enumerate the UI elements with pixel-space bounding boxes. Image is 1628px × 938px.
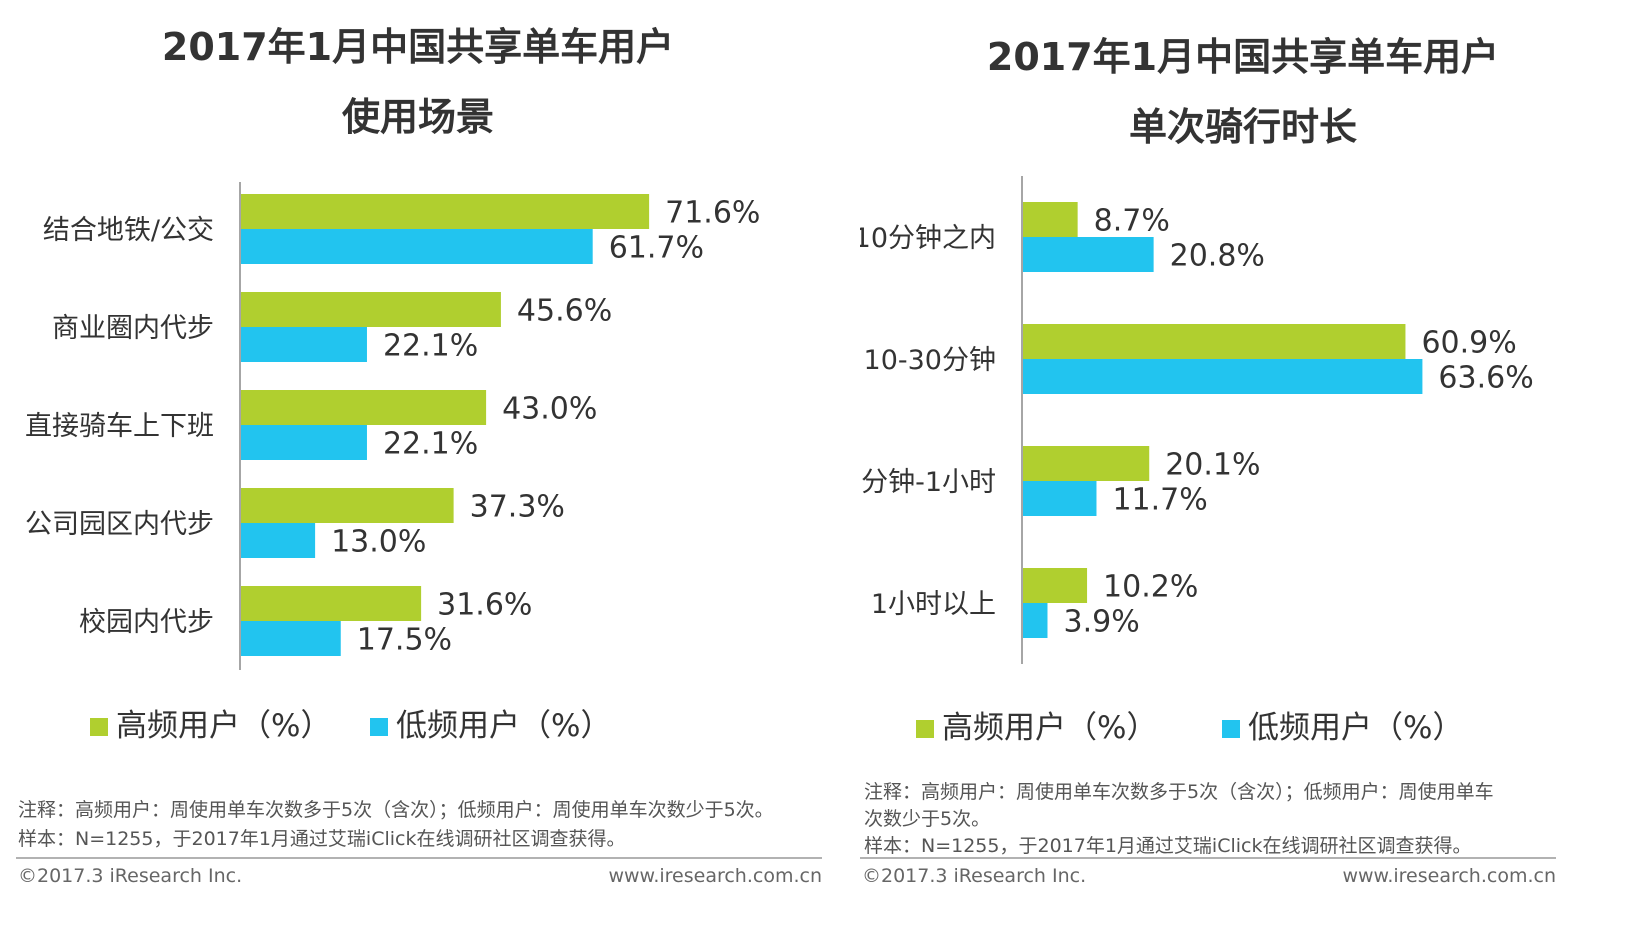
- legend-swatch-high-frequency: [916, 720, 934, 738]
- data-label-low-frequency: 22.1%: [383, 427, 478, 462]
- category-label: 1小时以上: [871, 589, 996, 620]
- chart-note: 注释：高频用户：周使用单车次数多于5次（含次）；低频用户：周使用单车: [864, 781, 1494, 803]
- data-label-high-frequency: 8.7%: [1094, 204, 1170, 239]
- bar-low-frequency: [1023, 481, 1097, 516]
- bar-low-frequency: [1023, 603, 1048, 638]
- chart-title-line-2: 使用场景: [342, 95, 494, 139]
- bar-low-frequency: [241, 327, 367, 362]
- bar-high-frequency: [1023, 446, 1150, 481]
- data-label-high-frequency: 31.6%: [437, 588, 532, 623]
- category-label: 10分钟之内: [860, 223, 996, 254]
- bar-low-frequency: [241, 523, 316, 558]
- chart-panel-ride-duration: 2017年1月中国共享单车用户 单次骑行时长 10分钟之内 8.7% 20.8% 10-3…: [827, 0, 1628, 934]
- data-label-low-frequency: 3.9%: [1063, 605, 1139, 640]
- chart-note: 样本：N=1255，于2017年1月通过艾瑞iClick在线调研社区调查获得。: [18, 828, 625, 850]
- bar-high-frequency: [1023, 202, 1078, 237]
- chart-title-line-2: 单次骑行时长: [1129, 105, 1357, 149]
- bar-high-frequency: [241, 194, 650, 229]
- copyright-text: ©2017.3 iResearch Inc.: [18, 865, 242, 887]
- data-label-high-frequency: 37.3%: [470, 490, 565, 525]
- category-label: 10-30分钟: [864, 345, 996, 376]
- legend-label-low-frequency: 低频用户（%）: [396, 708, 611, 744]
- bar-high-frequency: [241, 390, 487, 425]
- legend-swatch-low-frequency: [1222, 720, 1240, 738]
- data-label-high-frequency: 60.9%: [1421, 326, 1516, 361]
- bar-high-frequency: [241, 586, 422, 621]
- website-text: www.iresearch.com.cn: [608, 865, 822, 887]
- data-label-high-frequency: 20.1%: [1165, 448, 1260, 483]
- data-label-low-frequency: 13.0%: [331, 525, 426, 560]
- legend-swatch-low-frequency: [370, 718, 388, 736]
- bar-low-frequency: [241, 425, 367, 460]
- legend-label-high-frequency: 高频用户（%）: [942, 710, 1157, 746]
- chart-note: 注释：高频用户：周使用单车次数多于5次（含次）；低频用户：周使用单车次数少于5次…: [18, 799, 774, 821]
- bar-high-frequency: [241, 488, 454, 523]
- category-label: 校园内代步: [79, 607, 214, 638]
- category-label: 结合地铁/公交: [43, 215, 214, 246]
- chart-note: 次数少于5次。: [864, 808, 990, 830]
- legend-label-high-frequency: 高频用户（%）: [116, 708, 331, 744]
- data-label-low-frequency: 61.7%: [609, 231, 704, 266]
- legend-swatch-high-frequency: [90, 718, 108, 736]
- bar-low-frequency: [241, 621, 341, 656]
- category-label: 30分钟-1小时: [860, 467, 996, 498]
- data-label-low-frequency: 63.6%: [1438, 361, 1533, 396]
- bar-low-frequency: [1023, 237, 1154, 272]
- data-label-low-frequency: 11.7%: [1112, 483, 1207, 518]
- category-label: 公司园区内代步: [25, 509, 214, 540]
- data-label-high-frequency: 71.6%: [665, 196, 760, 231]
- website-text: www.iresearch.com.cn: [1342, 865, 1556, 887]
- category-label: 直接骑车上下班: [25, 411, 214, 442]
- data-label-high-frequency: 43.0%: [502, 392, 597, 427]
- data-label-low-frequency: 22.1%: [383, 329, 478, 364]
- bar-low-frequency: [1023, 359, 1423, 394]
- bar-high-frequency: [1023, 568, 1088, 603]
- data-label-high-frequency: 45.6%: [517, 294, 612, 329]
- bar-low-frequency: [241, 229, 593, 264]
- data-label-low-frequency: 17.5%: [357, 623, 452, 658]
- bar-high-frequency: [241, 292, 501, 327]
- chart-note: 样本：N=1255，于2017年1月通过艾瑞iClick在线调研社区调查获得。: [864, 835, 1471, 857]
- bar-high-frequency: [1023, 324, 1406, 359]
- category-label: 商业圈内代步: [52, 313, 214, 344]
- legend-label-low-frequency: 低频用户（%）: [1248, 710, 1463, 746]
- chart-title-line-1: 2017年1月中国共享单车用户: [162, 25, 674, 69]
- copyright-text: ©2017.3 iResearch Inc.: [862, 865, 1086, 887]
- data-label-low-frequency: 20.8%: [1170, 239, 1265, 274]
- data-label-high-frequency: 10.2%: [1103, 570, 1198, 605]
- chart-title-line-1: 2017年1月中国共享单车用户: [987, 35, 1499, 79]
- chart-panel-usage-scenarios: 2017年1月中国共享单车用户 使用场景结合地铁/公交 71.6% 61.7% 商业圈内…: [16, 25, 822, 887]
